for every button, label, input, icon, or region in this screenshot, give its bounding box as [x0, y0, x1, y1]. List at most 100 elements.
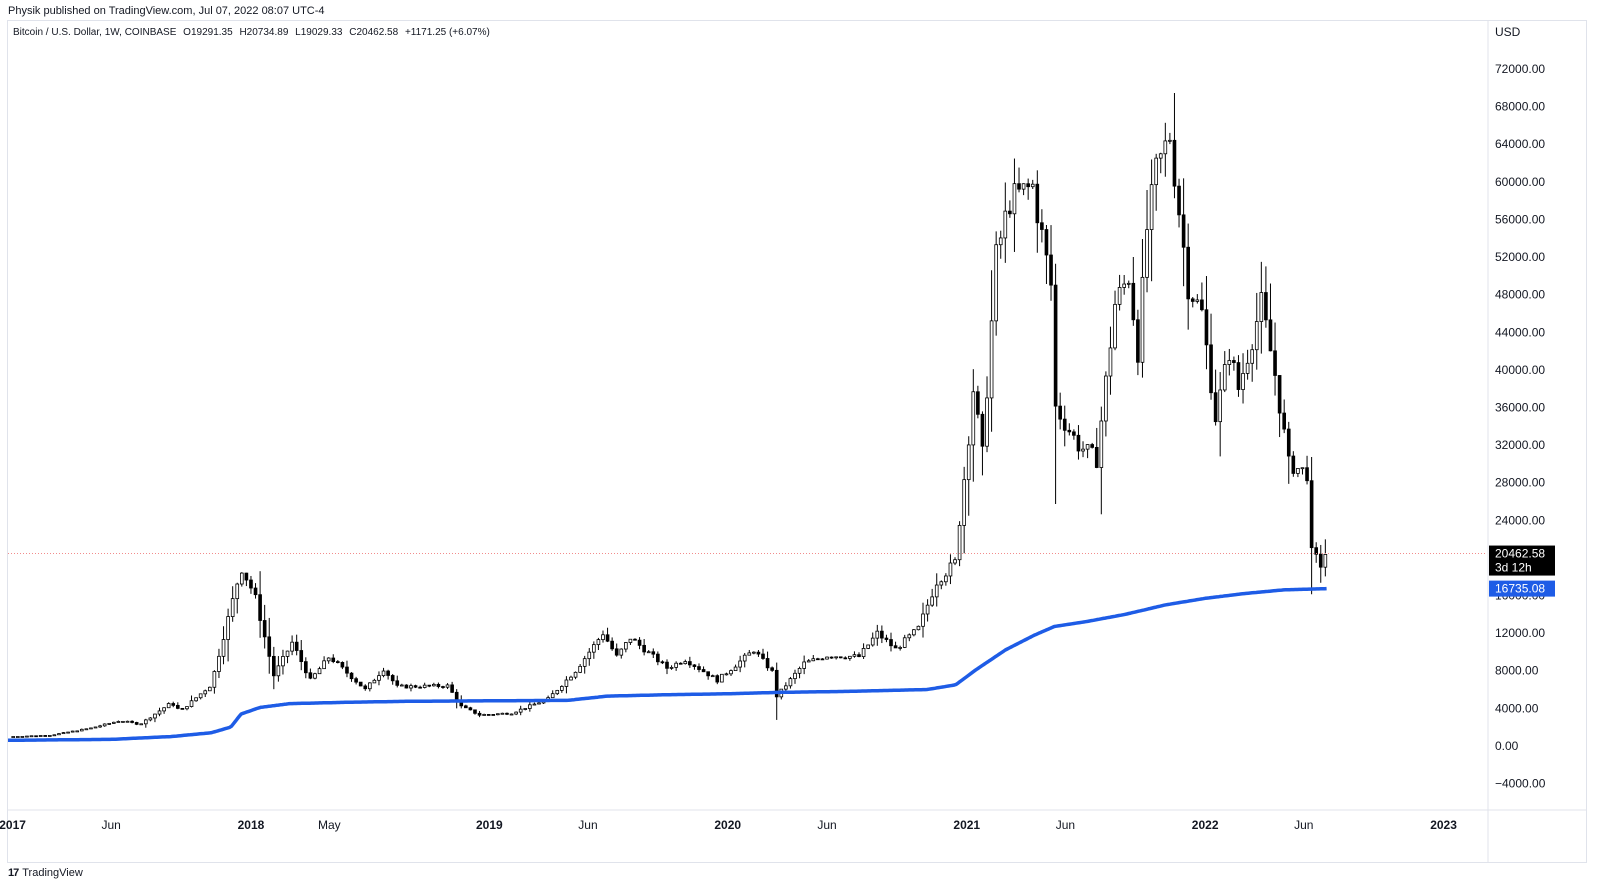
candle-body — [1264, 292, 1268, 321]
candle-body — [1172, 139, 1177, 187]
legend-high: H20734.89 — [239, 27, 289, 38]
ma-line — [8, 586, 1327, 743]
candle-body — [770, 667, 774, 671]
candle-body — [317, 668, 322, 675]
candle-body — [843, 657, 848, 660]
candle-body — [523, 708, 528, 710]
y-tick-label: 52000.00 — [1495, 250, 1545, 264]
candle-body — [642, 644, 646, 653]
y-tick-label: −4000.00 — [1495, 777, 1546, 791]
candle-body — [560, 686, 564, 691]
legend-low: L19029.33 — [295, 27, 343, 38]
candle-body — [953, 559, 957, 564]
ma-value: 16735.08 — [1495, 582, 1545, 596]
x-tick-label: Jun — [1056, 818, 1075, 832]
candle-body — [605, 634, 610, 642]
candle-body — [1190, 298, 1195, 302]
footer-brand: TradingView — [22, 867, 83, 879]
candle-body — [75, 730, 80, 733]
candle-body — [976, 391, 980, 415]
candle-body — [116, 721, 121, 723]
chart-frame — [7, 20, 1587, 863]
candle-body — [427, 684, 432, 687]
candle-body — [834, 656, 838, 659]
candle-body — [244, 572, 249, 581]
candle-body — [688, 661, 692, 666]
candle-body — [1158, 153, 1163, 159]
candle-body — [47, 735, 52, 737]
tradingview-logo-icon: 17 — [8, 867, 19, 879]
candle-body — [514, 711, 518, 715]
candle-body — [1227, 360, 1232, 365]
candle-body — [1058, 405, 1062, 420]
candle-body — [336, 661, 340, 663]
candle-body — [985, 397, 989, 447]
candle-body — [386, 670, 390, 676]
candle-body — [701, 669, 706, 673]
candle-body — [1204, 309, 1209, 346]
candle-body — [1213, 392, 1218, 423]
candle-body — [331, 657, 336, 662]
candle-body — [939, 581, 944, 586]
legend-change: +1171.25 (+6.07%) — [404, 27, 490, 38]
candle-body — [1296, 468, 1300, 474]
x-tick-label: Jun — [578, 818, 597, 832]
candle-body — [381, 670, 386, 677]
candle-body — [875, 630, 880, 639]
candle-body — [43, 735, 48, 737]
x-tick-label: 2019 — [476, 818, 503, 832]
candle-body — [683, 661, 688, 665]
candle-body — [171, 703, 176, 706]
candle-body — [925, 604, 930, 615]
candle-body — [980, 413, 985, 447]
candle-body — [313, 673, 317, 679]
candle-body — [1072, 431, 1076, 436]
candle-body — [889, 639, 893, 647]
candle-body — [678, 662, 683, 665]
candle-body — [532, 703, 537, 706]
candle-body — [121, 721, 125, 723]
x-tick-label: 2018 — [238, 818, 265, 832]
candle-body — [852, 654, 857, 657]
candle-body — [207, 686, 212, 692]
currency-label: USD — [1495, 25, 1521, 39]
candle-body — [358, 681, 363, 687]
y-tick-label: 68000.00 — [1495, 100, 1545, 114]
candle-body — [107, 723, 112, 725]
candle-body — [1195, 299, 1200, 302]
candle-body — [390, 675, 395, 682]
candle-body — [651, 651, 656, 655]
candle-body — [468, 707, 473, 711]
candle-body — [217, 655, 221, 672]
symbol-legend: Bitcoin / U.S. Dollar, 1W, COINBASE O192… — [13, 27, 494, 38]
candle-body — [624, 642, 628, 650]
candle-body — [752, 651, 756, 654]
candle-body — [601, 634, 605, 641]
candle-body — [413, 685, 418, 688]
candle-body — [1131, 282, 1136, 321]
candle-body — [61, 732, 66, 735]
candle-body — [1168, 139, 1172, 142]
candle-body — [25, 735, 29, 738]
candle-body — [1049, 254, 1053, 286]
candle-body — [1140, 276, 1145, 363]
candle-body — [57, 733, 61, 736]
y-tick-label: 40000.00 — [1495, 363, 1545, 377]
candle-body — [825, 656, 829, 660]
x-tick-label: 2021 — [953, 818, 980, 832]
candle-body — [162, 707, 166, 712]
candle-body — [272, 655, 276, 677]
candle-body — [1017, 183, 1021, 190]
candle-body — [614, 648, 619, 656]
candle-body — [308, 672, 313, 679]
candle-body — [742, 654, 747, 662]
candle-body — [249, 579, 253, 589]
candle-body — [496, 713, 500, 716]
candle-body — [93, 726, 98, 729]
y-tick-label: 44000.00 — [1495, 325, 1545, 339]
candle-body — [1108, 347, 1113, 377]
candle-body — [902, 637, 907, 648]
ma-value-badge — [1489, 580, 1555, 597]
candle-body — [1286, 428, 1291, 457]
